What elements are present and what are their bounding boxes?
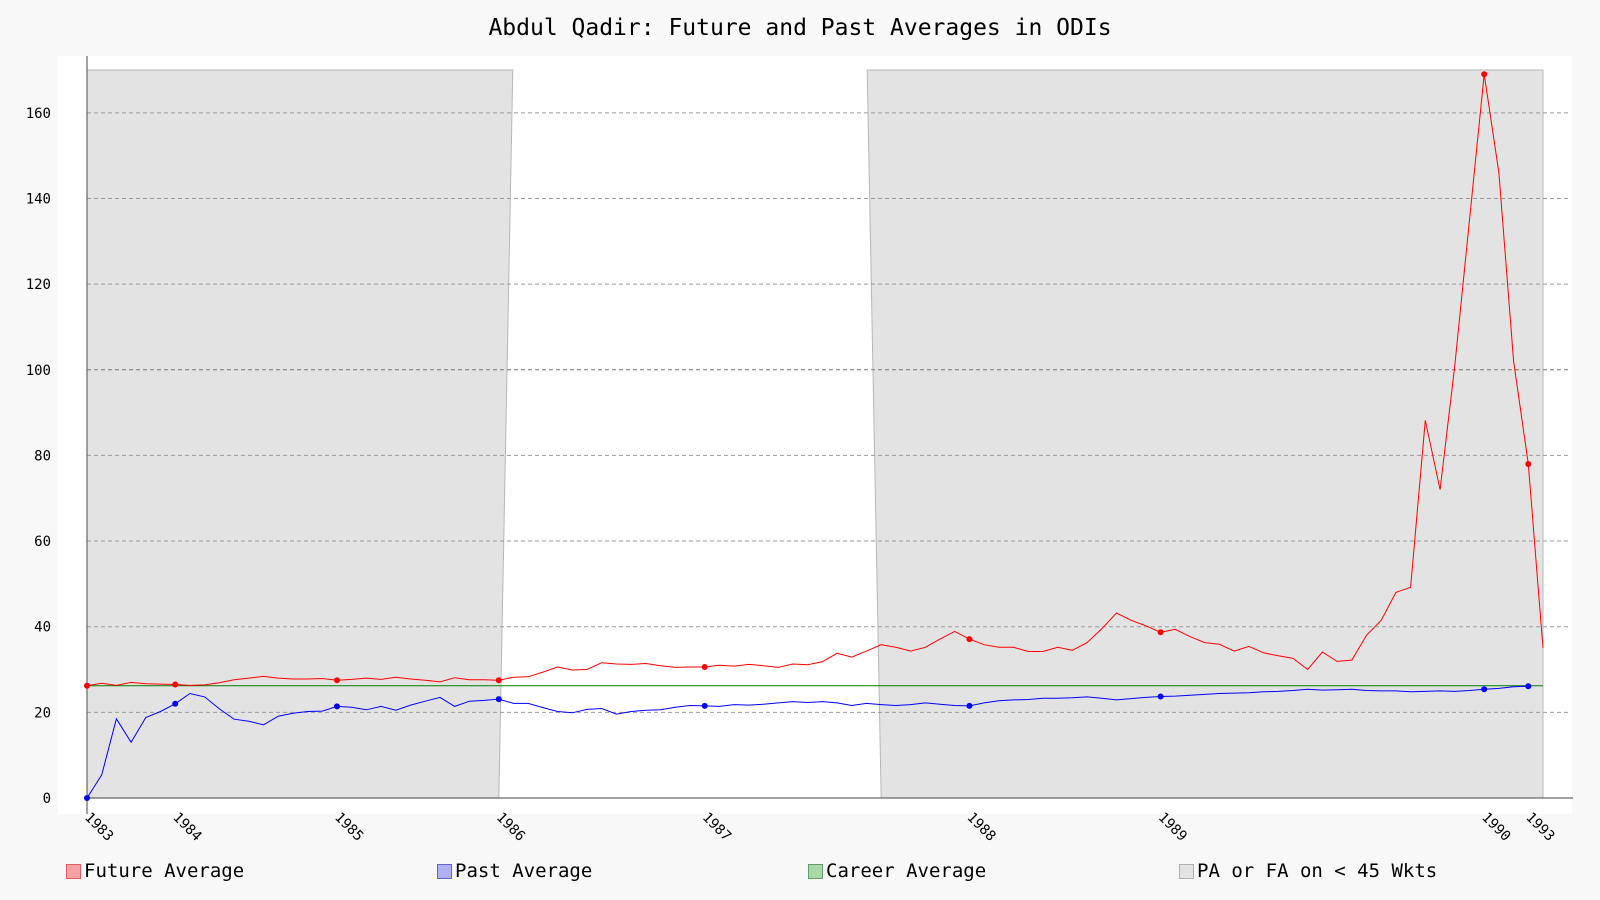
future-average-point [334, 677, 341, 684]
past-average-point [84, 795, 90, 801]
past-average-point [1157, 693, 1164, 700]
legend-label: Future Average [84, 860, 245, 882]
future-average-line [86, 74, 1544, 687]
past-average-point [495, 696, 502, 703]
y-tick-label: 140 [26, 191, 51, 207]
y-tick-label: 120 [26, 277, 51, 293]
future-average-point [1157, 629, 1164, 636]
future-average-point [84, 682, 90, 689]
future-average-point [1481, 71, 1488, 78]
grid-lines [87, 112, 1571, 713]
shaded-region [86, 69, 514, 799]
y-tick-label: 20 [34, 705, 51, 721]
legend-swatch [1179, 863, 1194, 879]
y-tick-label: 40 [34, 620, 51, 636]
future-average-point [495, 677, 502, 684]
y-tick-label: 100 [26, 363, 51, 379]
past-average-point [172, 700, 179, 707]
past-average-line [86, 685, 1529, 799]
x-tick-label: 1985 [331, 810, 366, 845]
past-average-point [966, 702, 973, 709]
future-average-point [1525, 460, 1532, 467]
legend-swatch [808, 863, 823, 879]
series-lines [86, 74, 1544, 799]
legend: Future Average Past Average Career Average… [66, 858, 1600, 884]
y-tick-label: 160 [26, 106, 51, 122]
future-average-point [172, 681, 179, 688]
y-tick-label: 80 [34, 448, 51, 464]
x-tick-label: 1987 [699, 810, 734, 845]
x-tick-label: 1986 [493, 810, 528, 845]
legend-label: Past Average [455, 860, 593, 882]
legend-item: PA or FA on < 45 Wkts [1179, 858, 1437, 884]
past-average-point [1481, 686, 1488, 693]
legend-swatch [66, 863, 81, 879]
legend-label: PA or FA on < 45 Wkts [1197, 860, 1438, 882]
past-average-point [334, 703, 341, 710]
future-average-point [966, 636, 973, 643]
x-tick-label: 1993 [1522, 810, 1557, 845]
y-tick-label: 0 [43, 791, 51, 807]
past-average-point [1525, 683, 1532, 690]
x-tick-label: 1984 [169, 810, 204, 845]
legend-item: Future Average [66, 858, 244, 884]
series-markers [84, 71, 1532, 801]
chart-title: Abdul Qadir: Future and Past Averages in… [488, 15, 1112, 41]
shaded-regions [86, 69, 1544, 799]
legend-label: Career Average [826, 860, 987, 882]
x-tick-label: 1990 [1478, 810, 1513, 845]
past-average-point [701, 702, 708, 709]
x-tick-label: 1988 [964, 810, 999, 845]
x-tick-label: 1983 [81, 810, 116, 845]
legend-item: Past Average [437, 858, 592, 884]
shaded-region [866, 69, 1544, 799]
y-tick-label: 60 [34, 534, 51, 550]
legend-item: Career Average [808, 858, 986, 884]
x-tick-label: 1989 [1155, 810, 1190, 845]
future-average-point [701, 663, 708, 670]
legend-swatch [437, 863, 452, 879]
